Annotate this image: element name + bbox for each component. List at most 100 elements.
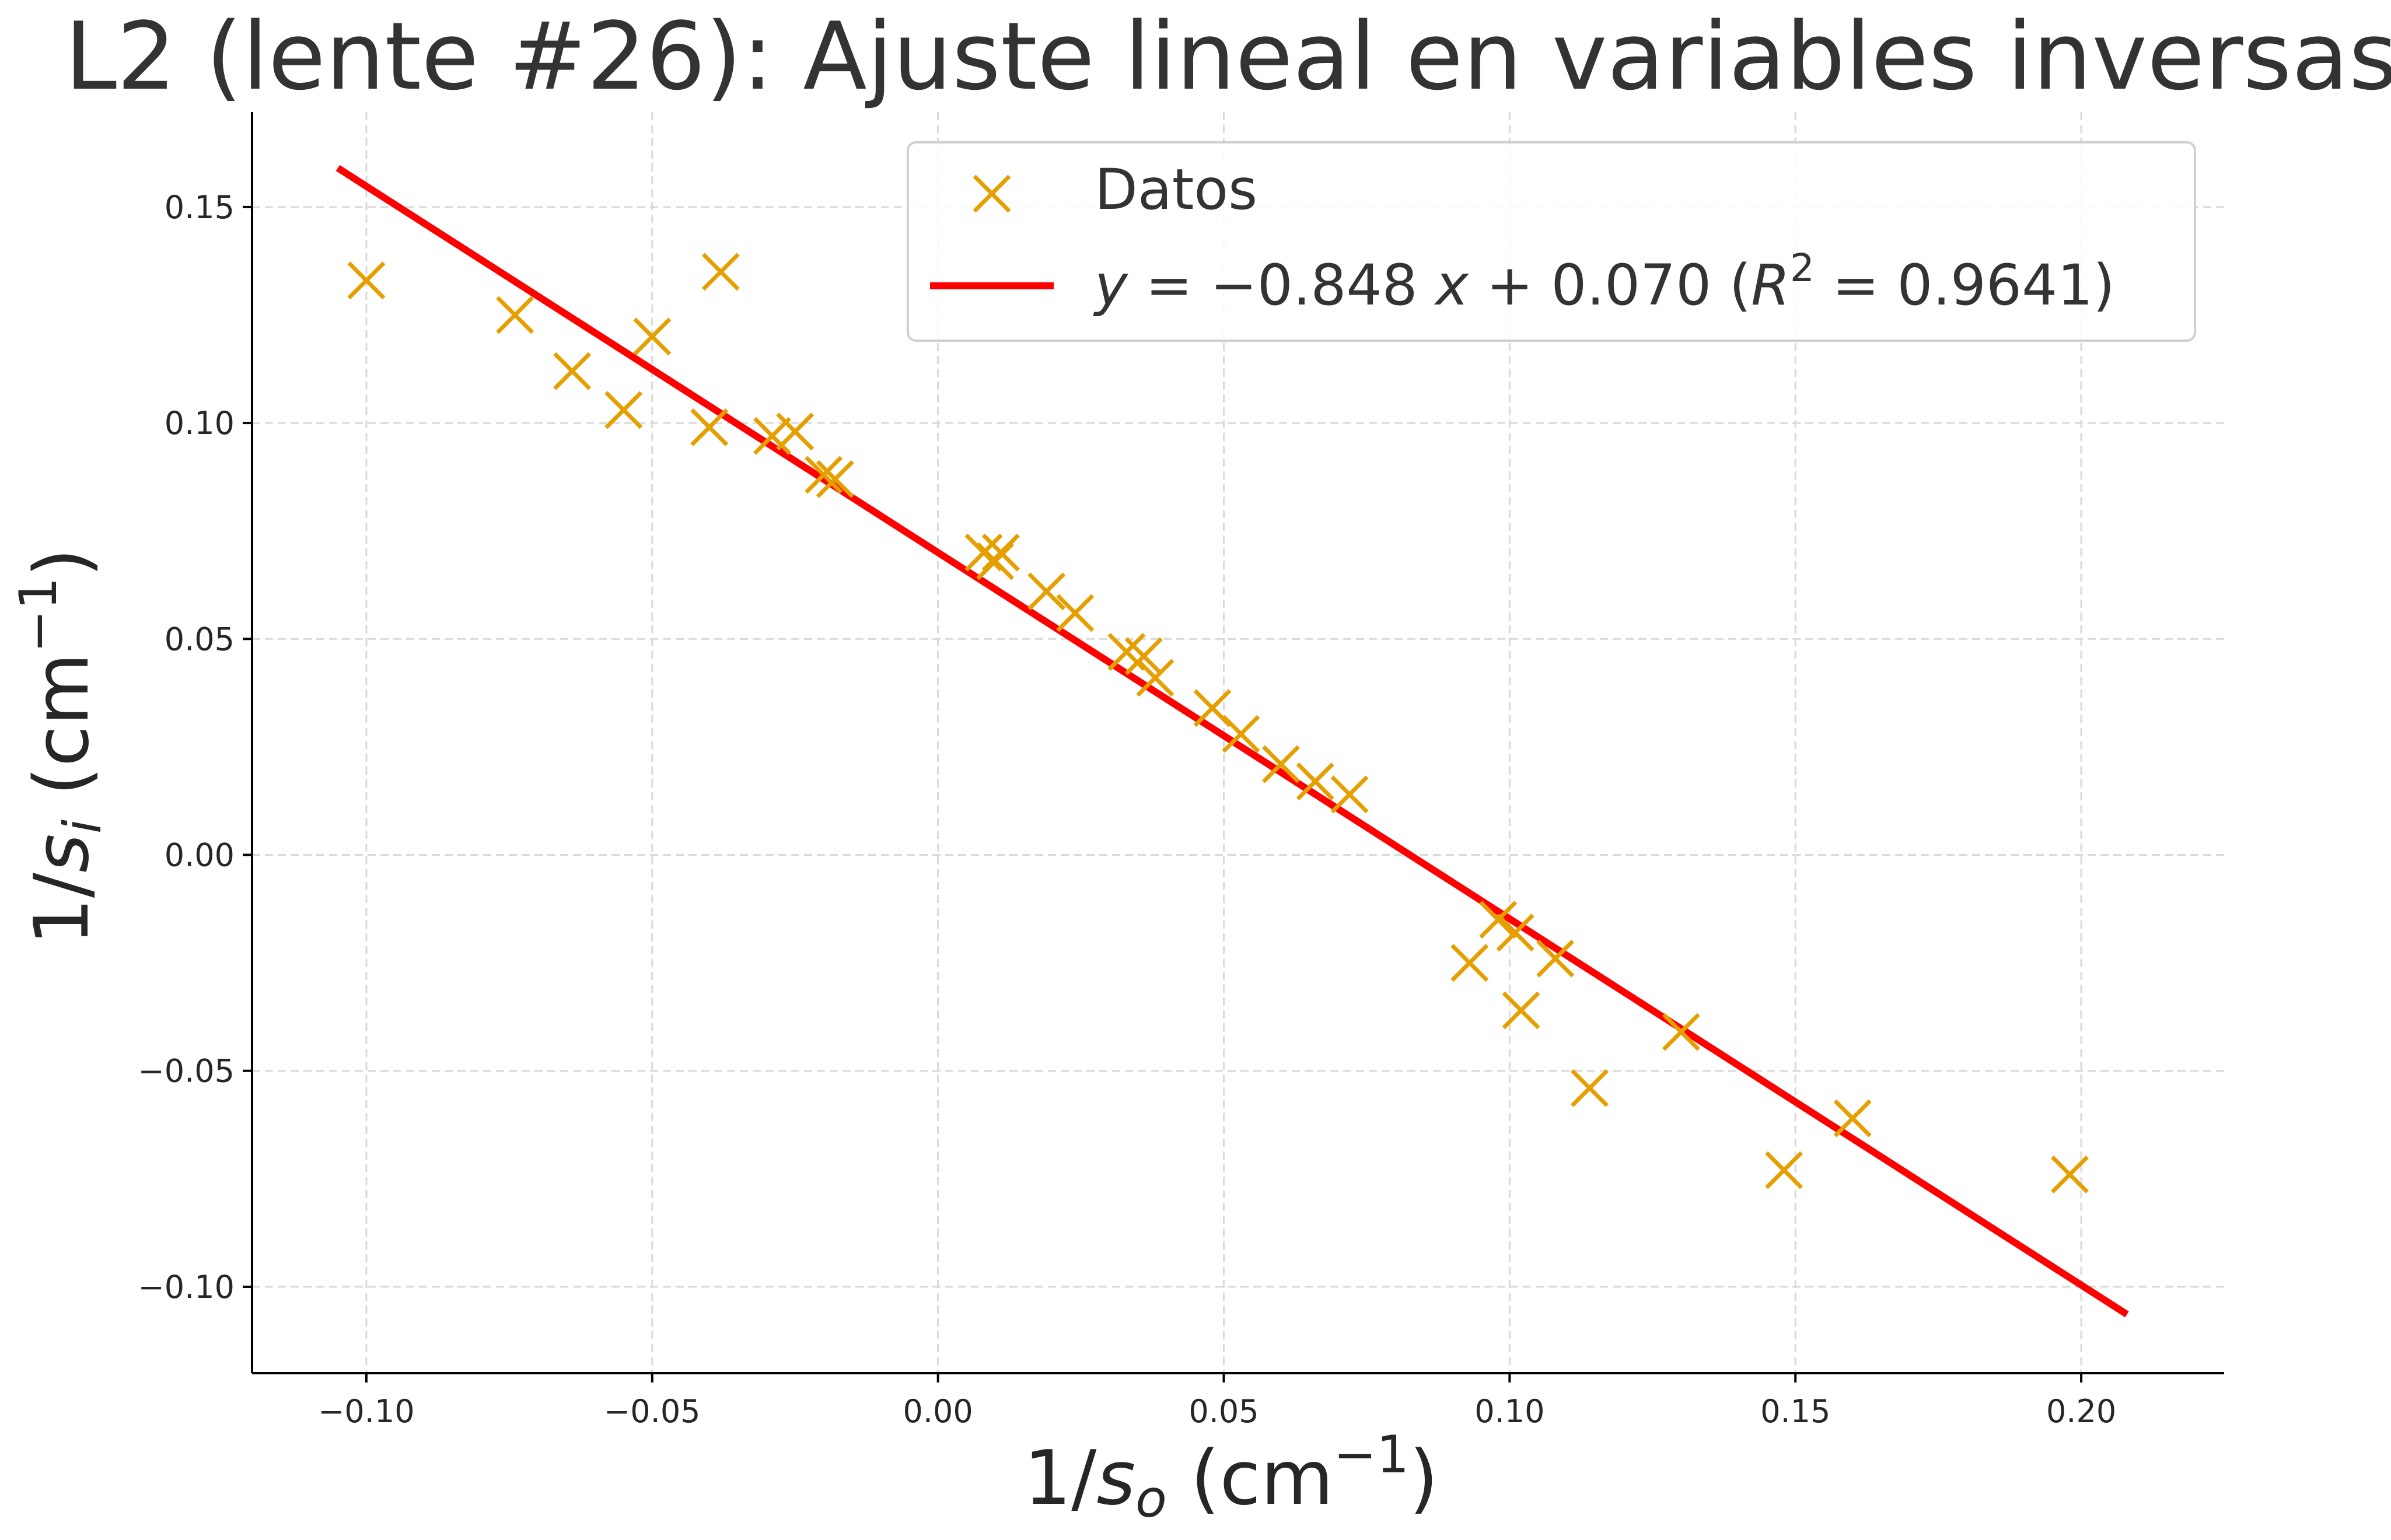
- data-point-stroke: [1056, 594, 1095, 632]
- data-point: [1056, 594, 1095, 632]
- x-axis-label-prefix: 1/: [1024, 1435, 1097, 1522]
- legend-marker-datos: [973, 174, 1011, 213]
- data-point: [1296, 762, 1334, 801]
- data-point-stroke: [2051, 1155, 2089, 1194]
- y-tick-label: 0.05: [165, 621, 235, 657]
- data-point: [1765, 1151, 1803, 1189]
- data-point: [553, 352, 592, 390]
- data-point: [701, 253, 740, 291]
- legend-fit-sup: 2: [1790, 246, 1815, 290]
- x-tick-label: 0.20: [2046, 1393, 2116, 1430]
- data-point-stroke: [690, 408, 729, 446]
- legend-fit-r: R: [1751, 253, 1790, 318]
- data-point: [1536, 939, 1575, 978]
- y-axis-label-close: ): [19, 548, 106, 577]
- data-point-stroke: [1222, 715, 1260, 753]
- legend-fit-eq: = −0.848: [1128, 253, 1435, 318]
- x-tick-label: 0.15: [1760, 1393, 1830, 1430]
- data-point: [981, 533, 1020, 572]
- legend-marker-stroke: [973, 174, 1011, 213]
- legend-fit-y: y: [1093, 253, 1128, 318]
- legend-fit-x: x: [1434, 253, 1469, 318]
- data-point-stroke: [1124, 637, 1163, 676]
- data-point: [816, 460, 854, 498]
- data-point: [347, 261, 386, 300]
- data-point: [1502, 991, 1540, 1030]
- data-point-stroke: [1502, 991, 1540, 1030]
- data-point: [633, 317, 672, 356]
- data-point: [1479, 901, 1518, 939]
- x-axis-label-var: s: [1096, 1435, 1135, 1522]
- legend-fit-rest: + 0.070 (: [1469, 253, 1751, 318]
- x-axis-label: 1/so (cm−1): [1024, 1424, 1438, 1529]
- data-point-stroke: [1571, 1069, 1609, 1107]
- legend-fit-tail: = 0.9641): [1815, 253, 2115, 318]
- x-axis-label-unit: (cm: [1167, 1435, 1334, 1522]
- data-point-stroke: [701, 253, 740, 291]
- data-point-stroke: [1479, 901, 1518, 939]
- data-point-stroke: [753, 416, 792, 455]
- legend-label-datos: Datos: [1095, 157, 1257, 222]
- data-point-stroke: [816, 460, 854, 498]
- data-point: [1124, 637, 1163, 676]
- y-tick-label: −0.10: [138, 1269, 235, 1306]
- y-axis-label: 1/si (cm−1): [8, 548, 113, 945]
- data-point: [2051, 1155, 2089, 1194]
- x-tick-label: −0.10: [318, 1393, 414, 1430]
- data-point: [496, 296, 534, 334]
- y-axis-label-var: s: [19, 834, 106, 873]
- data-point-stroke: [1536, 939, 1575, 978]
- data-point-stroke: [1262, 745, 1300, 783]
- data-point-stroke: [1296, 762, 1334, 801]
- data-point-stroke: [633, 317, 672, 356]
- data-points: [347, 253, 2089, 1194]
- axes: [251, 112, 2224, 1374]
- data-point: [753, 416, 792, 455]
- legend-box: [907, 141, 2196, 342]
- y-tick-label: 0.00: [165, 837, 235, 874]
- data-point-stroke: [604, 391, 643, 429]
- data-point-stroke: [1107, 633, 1146, 671]
- y-axis-ticks: −0.10 −0.05 0.00 0.05 0.10 0.15: [138, 189, 252, 1306]
- data-point: [805, 456, 843, 494]
- y-axis-label-unit: (cm: [19, 653, 106, 820]
- y-tick-label: 0.10: [165, 405, 235, 442]
- data-point: [1222, 715, 1260, 753]
- x-axis-label-sub: o: [1135, 1469, 1167, 1529]
- data-point: [604, 391, 643, 429]
- x-tick-label: −0.05: [604, 1393, 700, 1430]
- x-axis-label-sup: −1: [1334, 1424, 1410, 1485]
- data-point-stroke: [776, 412, 815, 451]
- data-point: [1136, 659, 1174, 697]
- data-point-stroke: [1027, 572, 1066, 611]
- data-point: [1833, 1099, 1872, 1138]
- data-point: [1662, 1013, 1700, 1051]
- data-point: [1571, 1069, 1609, 1107]
- data-point: [1027, 572, 1066, 611]
- data-point-stroke: [981, 533, 1020, 572]
- data-point-stroke: [1765, 1151, 1803, 1189]
- y-tick-label: 0.15: [165, 189, 235, 226]
- data-point: [1262, 745, 1300, 783]
- y-tick-label: −0.05: [138, 1053, 235, 1090]
- x-tick-label: 0.00: [903, 1393, 973, 1430]
- data-point-stroke: [1450, 944, 1489, 982]
- data-point-stroke: [1136, 659, 1174, 697]
- data-point-stroke: [553, 352, 592, 390]
- data-point-stroke: [496, 296, 534, 334]
- data-point-stroke: [1833, 1099, 1872, 1138]
- data-point-stroke: [1330, 775, 1369, 814]
- x-axis-ticks: −0.10 −0.05 0.00 0.05 0.10 0.15 0.20: [318, 1373, 2116, 1430]
- data-point-stroke: [1662, 1013, 1700, 1051]
- data-point: [976, 542, 1015, 580]
- y-axis-label-prefix: 1/: [19, 872, 106, 945]
- data-point: [776, 412, 815, 451]
- data-point: [1496, 914, 1534, 952]
- data-point-stroke: [805, 456, 843, 494]
- x-axis-label-close: ): [1409, 1435, 1438, 1522]
- data-point-stroke: [1193, 689, 1232, 727]
- y-axis-label-sup: −1: [8, 577, 68, 653]
- x-tick-label: 0.05: [1188, 1393, 1259, 1430]
- data-point: [690, 408, 729, 446]
